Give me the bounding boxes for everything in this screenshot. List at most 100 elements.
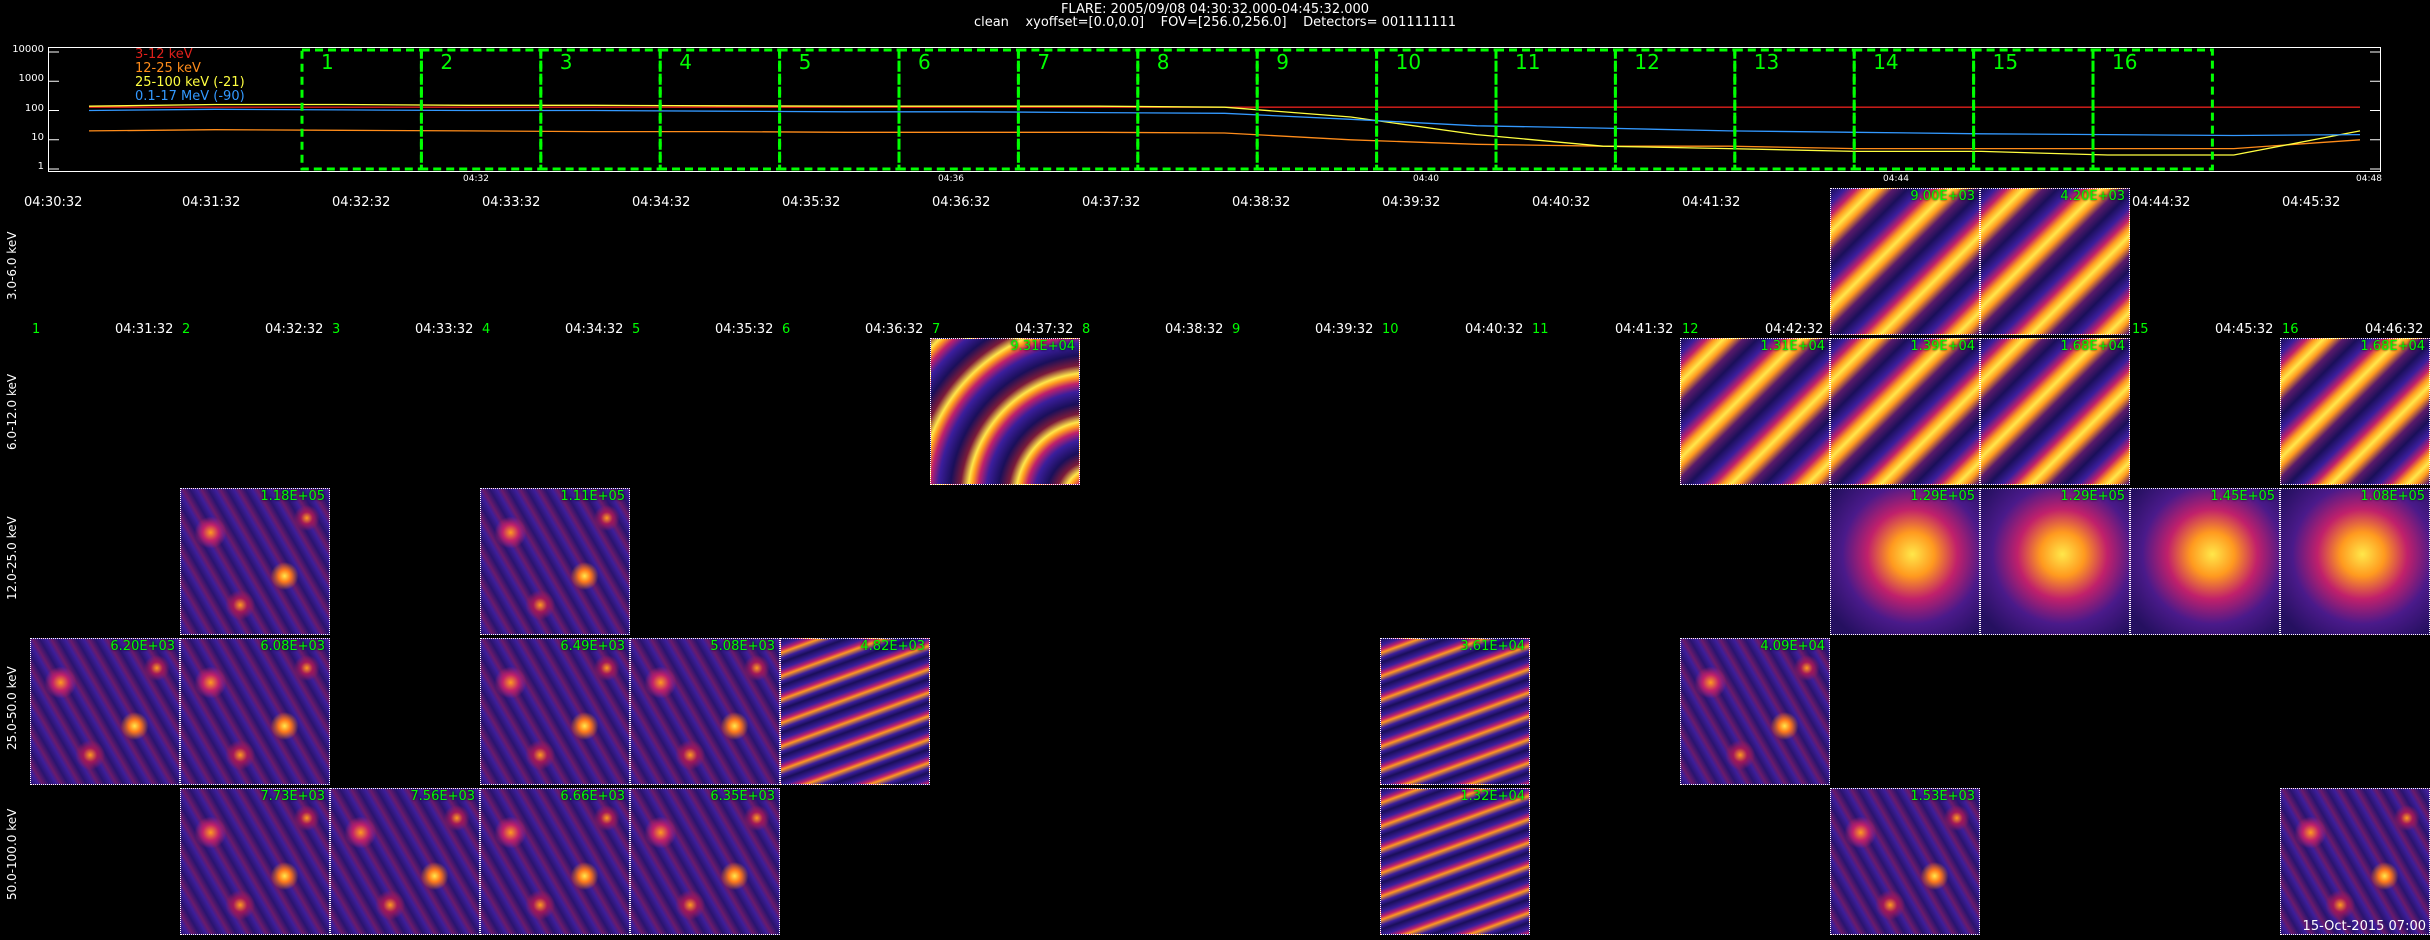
image-panel: 1.32E+04: [1380, 788, 1530, 935]
figure-title: FLARE: 2005/09/08 04:30:32.000-04:45:32.…: [1060, 2, 1370, 17]
panel-peak-value: 6.20E+03: [110, 639, 175, 654]
image-panel: 1.29E+05: [1830, 488, 1980, 635]
row1-interval-number: 10: [1382, 322, 1399, 337]
panel-peak-value: 1.53E+03: [1910, 789, 1975, 804]
row1-interval-number: 9: [1232, 322, 1241, 337]
row0-time-label: 04:38:32: [1232, 195, 1291, 210]
interval-number: 7: [1037, 50, 1051, 74]
image-panel: 1.11E+05: [480, 488, 630, 635]
y-tick-label: 1000: [18, 73, 44, 85]
image-panel: 6.08E+03: [180, 638, 330, 785]
legend-entry: 12-25 keV: [135, 61, 201, 76]
row1-time-label: 04:40:32: [1465, 322, 1524, 337]
row0-time-label: 04:37:32: [1082, 195, 1141, 210]
energy-band-label: 50.0-100.0 keV: [5, 808, 19, 900]
x-tick-label: 04:40: [1413, 174, 1439, 184]
image-panel: 1.68E+04: [2280, 338, 2430, 485]
row1-interval-number: 6: [782, 322, 791, 337]
panel-peak-value: 4.20E+03: [2060, 189, 2125, 204]
row0-time-label: 04:32:32: [332, 195, 391, 210]
panel-peak-value: 1.68E+04: [2060, 339, 2125, 354]
row1-interval-number: 8: [1082, 322, 1091, 337]
row1-interval-number: 11: [1532, 322, 1549, 337]
image-panel: 1.68E+04: [1980, 338, 2130, 485]
interval-box: [1613, 48, 1737, 171]
panel-peak-value: 9.31E+04: [1010, 339, 1075, 354]
lightcurve-svg: [49, 48, 2380, 171]
interval-number: 6: [918, 50, 931, 74]
panel-peak-value: 1.32E+04: [1460, 789, 1525, 804]
row1-time-label: 04:42:32: [1765, 322, 1824, 337]
x-tick-label: 04:44: [1883, 174, 1909, 184]
panel-peak-value: 1.39E+04: [1910, 339, 1975, 354]
row1-interval-number: 7: [932, 322, 941, 337]
panel-peak-value: 6.35E+03: [710, 789, 775, 804]
row1-time-label: 04:35:32: [715, 322, 774, 337]
panel-peak-value: 9.00E+03: [1910, 189, 1975, 204]
row0-time-label: 04:40:32: [1532, 195, 1591, 210]
interval-number: 3: [559, 50, 573, 74]
row0-time-label: 04:31:32: [182, 195, 241, 210]
row1-interval-number: 4: [482, 322, 491, 337]
panel-peak-value: 1.68E+04: [2360, 339, 2425, 354]
panel-peak-value: 4.09E+04: [1760, 639, 1825, 654]
row1-time-label: 04:41:32: [1615, 322, 1674, 337]
row1-interval-number: 15: [2132, 322, 2149, 337]
row1-interval-number: 12: [1682, 322, 1699, 337]
y-tick-label: 10: [31, 131, 44, 143]
energy-band-label: 25.0-50.0 keV: [5, 666, 19, 750]
row1-time-label: 04:34:32: [565, 322, 624, 337]
interval-box: [1733, 48, 1856, 171]
row1-time-label: 04:31:32: [115, 322, 174, 337]
image-panel: 6.35E+03: [630, 788, 780, 935]
row0-time-label: 04:30:32: [24, 195, 83, 210]
date-stamp: 15-Oct-2015 07:00: [2302, 919, 2426, 934]
interval-box: [658, 48, 782, 171]
panel-peak-value: 6.66E+03: [560, 789, 625, 804]
x-tick-label: 04:36: [938, 174, 964, 184]
panel-peak-value: 6.08E+03: [260, 639, 325, 654]
interval-box: [539, 48, 662, 171]
interval-number: 13: [1753, 50, 1780, 74]
row1-time-label: 04:37:32: [1015, 322, 1074, 337]
interval-box: [2091, 48, 2214, 171]
legend-entry: 0.1-17 MeV (-90): [135, 89, 245, 104]
interval-box: [300, 48, 423, 171]
interval-box: [778, 48, 901, 171]
row0-time-label: 04:44:32: [2132, 195, 2191, 210]
image-panel: [2280, 788, 2430, 935]
panel-peak-value: 1.31E+04: [1760, 339, 1825, 354]
interval-box: [897, 48, 1020, 171]
image-panel: 9.31E+04: [930, 338, 1080, 485]
panel-peak-value: 1.08E+05: [2360, 489, 2425, 504]
row1-interval-number: 3: [332, 322, 341, 337]
panel-peak-value: 5.08E+03: [710, 639, 775, 654]
row0-time-label: 04:36:32: [932, 195, 991, 210]
image-panel: 1.31E+04: [1680, 338, 1830, 485]
image-panel: 6.20E+03: [30, 638, 180, 785]
row0-time-label: 04:39:32: [1382, 195, 1441, 210]
row1-time-label: 04:36:32: [865, 322, 924, 337]
interval-number: 11: [1515, 50, 1541, 74]
image-panel: 1.29E+05: [1980, 488, 2130, 635]
interval-box: [1016, 48, 1140, 171]
interval-box: [1136, 48, 1259, 171]
row0-time-label: 04:33:32: [482, 195, 541, 210]
panel-peak-value: 7.73E+03: [260, 789, 325, 804]
image-panel: 9.00E+03: [1830, 188, 1980, 335]
interval-number: 8: [1156, 50, 1170, 74]
figure-subtitle: clean xyoffset=[0.0,0.0] FOV=[256.0,256.…: [973, 15, 1457, 30]
image-panel: 3.61E+04: [1380, 638, 1530, 785]
series-line-1: [88, 129, 2361, 150]
image-panel: 1.08E+05: [2280, 488, 2430, 635]
lightcurve-plot: [48, 47, 2381, 172]
panel-peak-value: 6.49E+03: [560, 639, 625, 654]
panel-peak-value: 1.11E+05: [560, 489, 625, 504]
row1-time-label: 04:38:32: [1165, 322, 1224, 337]
interval-box: [1255, 48, 1379, 171]
lightcurve-legend: 3-12 keV 12-25 keV 25-100 keV (-21) 0.1-17 …: [135, 48, 245, 104]
interval-box: [1375, 48, 1498, 171]
row1-time-label: 04:39:32: [1315, 322, 1374, 337]
image-panel: 1.45E+05: [2130, 488, 2280, 635]
x-tick-label: 04:48: [2356, 174, 2382, 184]
